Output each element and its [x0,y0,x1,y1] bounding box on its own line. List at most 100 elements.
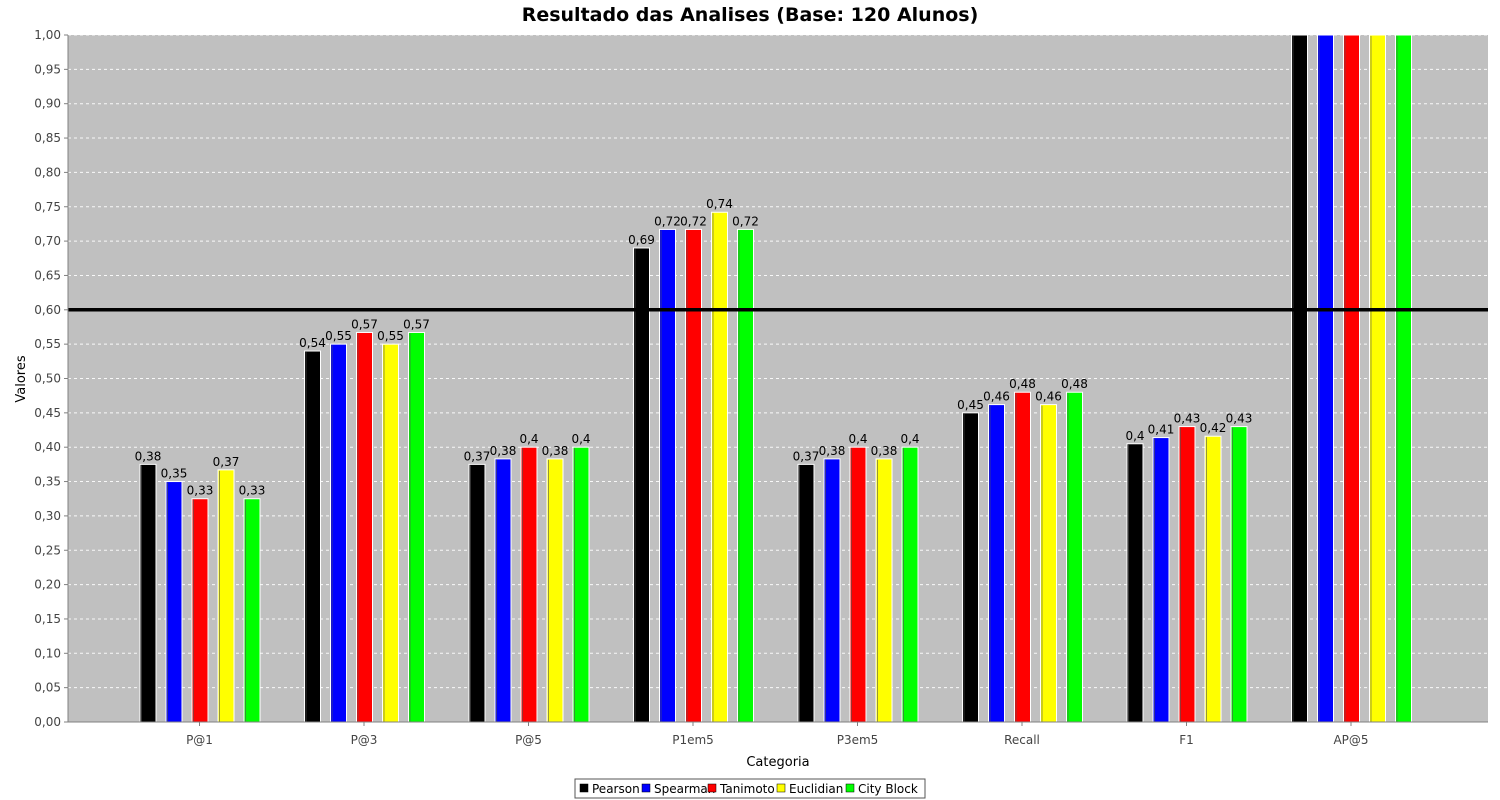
legend-swatch [845,783,855,793]
y-tick-label: 0,60 [34,303,61,317]
data-label: 0,74 [706,197,733,211]
data-label: 0,33 [239,484,266,498]
bar [1066,391,1083,723]
bar [468,463,486,723]
y-tick-label: 0,00 [34,715,61,729]
data-label: 0,43 [1174,412,1201,426]
data-label: 0,42 [1200,421,1227,435]
bar [546,458,564,723]
y-tick-label: 0,85 [34,131,61,145]
legend-swatch [707,783,717,793]
bar [382,343,399,723]
y-tick-label: 0,65 [34,268,61,282]
bar [408,331,425,723]
y-tick-label: 0,05 [34,681,61,695]
y-tick-label: 0,40 [34,440,61,454]
bar [685,228,702,723]
bar [988,404,1005,723]
legend-swatch [776,783,786,793]
y-tick-label: 0,30 [34,509,61,523]
bar [797,463,815,723]
data-label: 0,38 [819,444,846,458]
x-tick-label: F1 [1179,733,1194,747]
bar [1040,404,1057,723]
bar [1152,437,1170,723]
x-axis-label: Categoria [746,755,809,770]
bar [1395,34,1412,723]
bar [572,446,590,723]
bar [330,343,347,723]
bar [1343,34,1360,723]
bar [304,350,321,723]
data-label: 0,35 [161,467,188,481]
data-label: 0,48 [1061,377,1088,391]
data-label: 0,38 [542,444,569,458]
data-label: 0,55 [325,329,352,343]
chart-title: Resultado das Analises (Base: 120 Alunos… [522,4,979,26]
data-label: 0,38 [871,444,898,458]
data-label: 0,72 [654,214,681,228]
y-tick-label: 1,00 [34,28,61,42]
data-label: 0,37 [464,449,491,463]
x-tick-label: P@5 [515,733,542,747]
bar [1126,443,1144,723]
y-tick-label: 0,25 [34,543,61,557]
bar [711,211,728,723]
bar [494,458,512,723]
data-label: 0,4 [900,432,919,446]
y-tick-label: 0,15 [34,612,61,626]
data-label: 0,33 [187,484,214,498]
data-label: 0,57 [351,317,378,331]
x-tick-label: Recall [1004,733,1040,747]
bar [1204,435,1222,723]
data-label: 0,46 [1035,390,1062,404]
data-label: 0,38 [490,444,517,458]
data-label: 0,72 [680,214,707,228]
y-tick-label: 0,35 [34,475,61,489]
y-axis-label: Valores [14,355,29,402]
bar [737,228,754,723]
bar [1014,391,1031,723]
legend-swatch [641,783,651,793]
data-labels: 0,380,350,330,370,330,54 0,550,570,550,57… [135,197,1253,497]
data-label: 0,48 [1009,377,1036,391]
y-tick-label: 0,45 [34,406,61,420]
data-label: 0,45 [957,398,984,412]
bar [1317,34,1334,723]
data-label: 0,4 [848,432,867,446]
y-tick-label: 0,50 [34,372,61,386]
x-tick-label: P3em5 [837,733,879,747]
y-tick-label: 0,10 [34,646,61,660]
bar [1178,426,1196,723]
bar [191,498,209,723]
bar [823,458,841,723]
legend-label: Spearman [654,782,715,796]
x-tick-label: AP@5 [1333,733,1368,747]
y-tick-label: 0,75 [34,200,61,214]
data-label: 0,41 [1148,423,1175,437]
bar [520,446,538,723]
y-tick-label: 0,55 [34,337,61,351]
data-label: 0,69 [628,233,655,247]
data-label: 0,38 [135,449,162,463]
bar [633,247,650,723]
legend-label: Tanimoto [719,782,775,796]
bar [875,458,893,723]
bar [165,481,183,723]
legend-label: City Block [858,782,918,796]
data-label: 0,4 [519,432,538,446]
data-label: 0,46 [983,390,1010,404]
data-label: 0,37 [793,449,820,463]
legend-box [574,778,926,799]
bar [217,469,235,723]
legend-swatch [579,783,589,793]
data-label: 0,54 [299,336,326,350]
bar [659,228,676,723]
data-label: 0,57 [403,317,430,331]
axes: 0,00 0,05 0,10 0,15 0,20 0,25 0,30 0,35 0,40 0,45… [34,28,1488,747]
data-label: 0,55 [377,329,404,343]
x-tick-label: P@3 [351,733,378,747]
data-label: 0,43 [1226,412,1253,426]
y-tick-label: 0,90 [34,97,61,111]
